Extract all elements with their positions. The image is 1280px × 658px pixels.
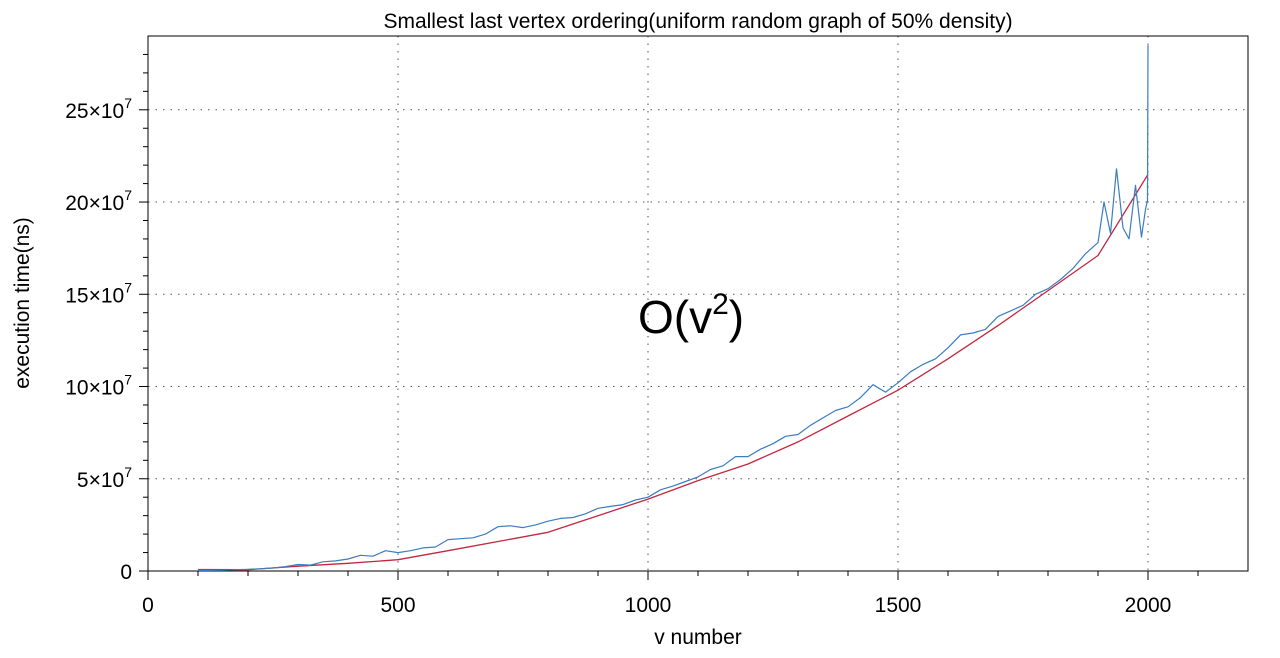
x-axis-ticks: 0 500 1000 1500 2000 <box>142 571 1199 617</box>
y-tick-label: 10×107 <box>65 372 132 400</box>
y-tick-label: 5×107 <box>77 464 132 492</box>
fit-curve-line <box>197 174 1149 571</box>
y-tick-label: 15×107 <box>65 279 132 307</box>
measured-series <box>198 45 1149 572</box>
y-tick-label: 20×107 <box>65 187 132 215</box>
x-tick-label: 2000 <box>1125 594 1172 617</box>
measured-series-line <box>198 45 1149 572</box>
fit-curve <box>197 174 1149 571</box>
complexity-annotation-exponent: 2 <box>712 288 729 321</box>
x-tick-label: 0 <box>142 594 154 617</box>
x-tick-label: 500 <box>380 594 415 617</box>
y-axis-label: execution time(ns) <box>11 217 34 389</box>
x-axis-label: v number <box>654 626 742 649</box>
x-tick-label: 1500 <box>875 594 922 617</box>
y-tick-label: 0 <box>120 561 132 584</box>
y-tick-label: 25×107 <box>65 95 132 123</box>
y-axis-ticks: 0 5×107 10×107 15×107 20×107 25×107 <box>65 53 148 584</box>
complexity-annotation-tail: ) <box>729 291 744 343</box>
complexity-annotation-base: O(v <box>638 291 712 343</box>
chart-title: Smallest last vertex ordering(uniform ra… <box>383 10 1012 33</box>
x-tick-label: 1000 <box>625 594 672 617</box>
complexity-annotation: O(v2) <box>638 288 744 343</box>
